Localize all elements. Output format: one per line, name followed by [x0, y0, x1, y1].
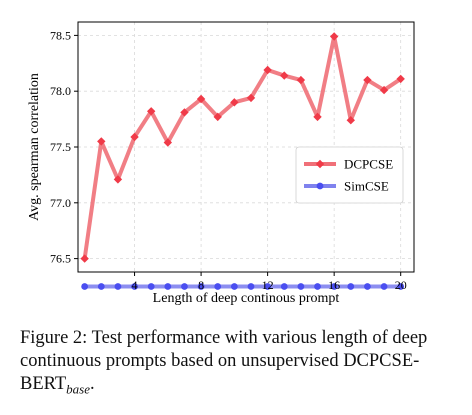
data-point	[113, 175, 123, 184]
data-point	[164, 283, 172, 290]
data-point	[297, 283, 305, 290]
data-point	[363, 75, 372, 85]
data-point	[146, 107, 156, 116]
series-dcpcse	[80, 32, 405, 263]
data-point	[147, 283, 155, 290]
series-layer	[80, 32, 405, 290]
data-point	[346, 116, 355, 125]
x-tick-label: 8	[198, 278, 204, 292]
x-tick-label: 12	[262, 278, 274, 292]
data-point	[280, 283, 288, 290]
data-point	[230, 98, 239, 107]
series-line	[82, 34, 402, 259]
legend-label: SimCSE	[344, 179, 389, 194]
data-point	[97, 283, 105, 290]
legend-entry-simcse: SimCSE	[304, 179, 389, 194]
data-point	[397, 283, 405, 290]
data-point	[380, 283, 388, 290]
data-point	[316, 182, 324, 190]
legend-box	[295, 146, 404, 204]
legend-label: DCPCSE	[344, 157, 393, 172]
data-point	[296, 75, 306, 85]
data-point	[330, 283, 338, 290]
data-point	[314, 283, 321, 290]
data-point	[131, 283, 138, 290]
legend: DCPCSE SimCSE	[295, 146, 404, 204]
data-point	[379, 85, 389, 95]
data-point	[130, 132, 139, 142]
x-tick-label: 20	[395, 278, 407, 292]
data-point	[396, 74, 405, 84]
y-tick-label: 76.5	[50, 252, 71, 266]
data-point	[230, 283, 238, 290]
data-point	[364, 283, 371, 290]
caption-text: Figure 2: Test performance with various …	[20, 328, 428, 394]
series-simcse	[81, 283, 405, 290]
caption-subscript: base	[66, 381, 91, 397]
x-tick-label: 4	[132, 278, 138, 292]
y-tick-label: 78.0	[50, 84, 71, 98]
data-point	[246, 93, 256, 103]
tick-layer: 4 8 12 16 20 76.5 77.0 77.5 78.0 78.5	[50, 28, 407, 292]
data-point	[329, 32, 339, 41]
y-tick-label: 77.5	[50, 140, 71, 154]
data-point	[196, 94, 206, 104]
data-point	[264, 283, 272, 290]
grid-lines	[78, 22, 414, 272]
data-point	[97, 137, 106, 146]
data-point	[163, 138, 173, 147]
x-axis-title: Length of deep continous prompt	[153, 291, 340, 306]
data-point	[81, 283, 89, 290]
data-point	[181, 283, 188, 290]
data-point	[280, 71, 289, 80]
data-point	[347, 283, 355, 290]
y-axis-title: Avg. spearman correlation	[27, 73, 42, 221]
data-point	[214, 283, 222, 290]
data-point	[180, 108, 189, 117]
data-point	[197, 283, 205, 290]
data-point	[313, 112, 322, 122]
caption-suffix: .	[90, 374, 95, 394]
figure-caption: Figure 2: Test performance with various …	[20, 327, 465, 401]
data-point	[315, 159, 325, 169]
legend-entry-dcpcse: DCPCSE	[304, 157, 393, 172]
data-point	[80, 254, 89, 263]
y-tick-label: 77.0	[50, 196, 71, 210]
data-point	[263, 65, 272, 75]
data-point	[114, 283, 122, 290]
x-tick-label: 16	[328, 278, 340, 292]
y-tick-label: 78.5	[50, 28, 71, 42]
data-point	[213, 112, 222, 122]
data-point	[247, 283, 255, 290]
line-chart: 4 8 12 16 20 76.5 77.0 77.5 78.0 78.5 Length of d…	[27, 21, 415, 306]
